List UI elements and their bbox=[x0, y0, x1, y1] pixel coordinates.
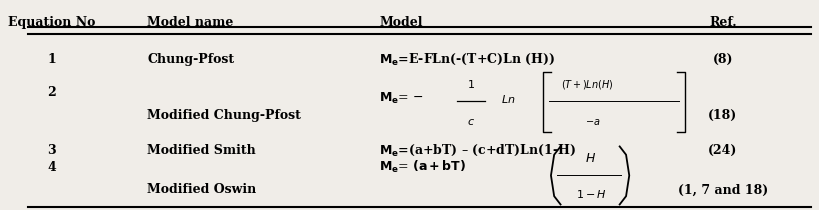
Text: Model name: Model name bbox=[147, 16, 233, 29]
Text: Modified Smith: Modified Smith bbox=[147, 144, 256, 157]
Text: $c$: $c$ bbox=[467, 117, 474, 127]
Text: 3: 3 bbox=[48, 144, 56, 157]
Text: (1, 7 and 18): (1, 7 and 18) bbox=[676, 184, 767, 197]
Text: $\mathbf{M_e}$= $-$: $\mathbf{M_e}$= $-$ bbox=[378, 91, 423, 106]
Text: $1-H$: $1-H$ bbox=[575, 188, 605, 200]
Text: Ref.: Ref. bbox=[708, 16, 735, 29]
Text: (18): (18) bbox=[708, 109, 736, 122]
Text: 2: 2 bbox=[48, 86, 56, 99]
Text: (24): (24) bbox=[707, 144, 736, 157]
Text: 4: 4 bbox=[48, 161, 56, 174]
Text: $H$: $H$ bbox=[585, 152, 595, 165]
Text: Model: Model bbox=[378, 16, 422, 29]
Text: $\mathit{Ln}$: $\mathit{Ln}$ bbox=[500, 93, 515, 105]
Text: $\mathbf{M_e}$= $\mathbf{(a+bT)}$: $\mathbf{M_e}$= $\mathbf{(a+bT)}$ bbox=[378, 159, 466, 175]
Text: (8): (8) bbox=[712, 53, 732, 66]
Text: $\mathbf{M_e}$=E-FLn(-(T+C)Ln (H)): $\mathbf{M_e}$=E-FLn(-(T+C)Ln (H)) bbox=[378, 52, 554, 67]
Text: $1$: $1$ bbox=[467, 78, 474, 90]
Text: $(T+)Ln(H)$: $(T+)Ln(H)$ bbox=[560, 78, 613, 91]
Text: Chung-Pfost: Chung-Pfost bbox=[147, 53, 234, 66]
Text: $\mathbf{M_e}$=(a+bT) – (c+dT)Ln(1-H): $\mathbf{M_e}$=(a+bT) – (c+dT)Ln(1-H) bbox=[378, 143, 576, 158]
Text: 1: 1 bbox=[48, 53, 56, 66]
Text: Modified Oswin: Modified Oswin bbox=[147, 184, 256, 197]
Text: $-a$: $-a$ bbox=[584, 117, 600, 127]
Text: Modified Chung-Pfost: Modified Chung-Pfost bbox=[147, 109, 301, 122]
Text: Equation No: Equation No bbox=[8, 16, 95, 29]
